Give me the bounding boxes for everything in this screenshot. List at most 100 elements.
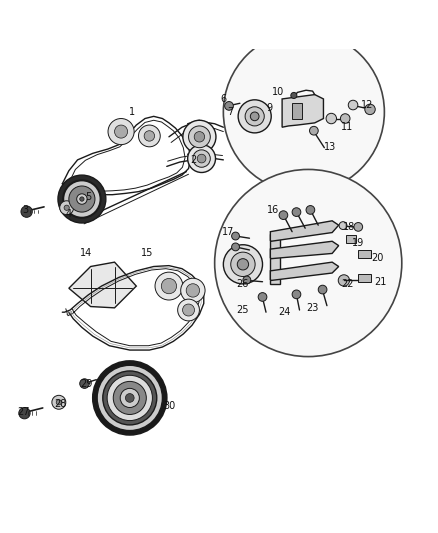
Circle shape <box>183 120 216 154</box>
Circle shape <box>144 131 155 141</box>
Circle shape <box>279 211 288 220</box>
Circle shape <box>318 285 327 294</box>
Text: 28: 28 <box>54 399 66 409</box>
Text: 13: 13 <box>324 142 336 152</box>
Polygon shape <box>270 221 339 241</box>
Circle shape <box>338 275 350 286</box>
Circle shape <box>103 371 157 425</box>
Circle shape <box>215 169 402 357</box>
Text: 1: 1 <box>129 107 135 117</box>
Circle shape <box>181 278 205 303</box>
Text: 27: 27 <box>17 407 29 417</box>
Circle shape <box>107 375 152 421</box>
Circle shape <box>306 206 315 214</box>
Circle shape <box>178 299 199 321</box>
Text: 22: 22 <box>341 279 353 289</box>
Circle shape <box>125 393 134 402</box>
Text: 14: 14 <box>80 248 92 259</box>
Circle shape <box>64 205 69 211</box>
Text: 9: 9 <box>266 103 272 112</box>
Circle shape <box>231 252 255 277</box>
Circle shape <box>354 223 363 231</box>
Circle shape <box>155 272 183 300</box>
Text: 24: 24 <box>278 307 290 317</box>
Circle shape <box>365 104 375 115</box>
Text: 7: 7 <box>227 107 233 117</box>
Text: 11: 11 <box>341 122 353 132</box>
Circle shape <box>187 144 215 173</box>
Text: 19: 19 <box>352 238 364 247</box>
Circle shape <box>238 100 271 133</box>
Circle shape <box>225 102 233 110</box>
Circle shape <box>21 206 32 217</box>
Polygon shape <box>270 262 339 280</box>
Text: 23: 23 <box>307 303 319 313</box>
Circle shape <box>292 208 301 216</box>
Circle shape <box>348 100 358 110</box>
Circle shape <box>56 400 61 405</box>
Circle shape <box>197 154 206 163</box>
Circle shape <box>310 126 318 135</box>
Circle shape <box>161 278 177 294</box>
Text: 21: 21 <box>374 277 386 287</box>
Polygon shape <box>270 234 280 284</box>
Text: 6: 6 <box>220 94 226 104</box>
Circle shape <box>115 125 127 138</box>
Circle shape <box>251 112 259 120</box>
Circle shape <box>223 31 385 192</box>
Circle shape <box>339 222 347 230</box>
Circle shape <box>80 379 89 389</box>
Circle shape <box>120 389 139 408</box>
Circle shape <box>193 150 210 167</box>
Circle shape <box>97 365 162 431</box>
Circle shape <box>186 284 200 297</box>
Text: 29: 29 <box>80 379 92 389</box>
Polygon shape <box>358 250 371 258</box>
Circle shape <box>19 408 30 419</box>
Circle shape <box>258 293 267 301</box>
Text: 18: 18 <box>343 222 356 232</box>
Text: 26: 26 <box>237 279 249 289</box>
Circle shape <box>194 132 205 142</box>
Circle shape <box>80 197 84 201</box>
Circle shape <box>291 92 297 99</box>
Text: 10: 10 <box>272 87 284 98</box>
Circle shape <box>245 107 264 126</box>
Circle shape <box>60 201 74 215</box>
Circle shape <box>292 290 301 298</box>
Polygon shape <box>346 235 356 243</box>
Circle shape <box>113 382 146 415</box>
Polygon shape <box>358 274 371 282</box>
Polygon shape <box>69 262 136 308</box>
Text: 16: 16 <box>267 205 279 215</box>
Circle shape <box>232 243 240 251</box>
Text: 20: 20 <box>372 253 384 263</box>
Circle shape <box>58 175 106 223</box>
Text: 25: 25 <box>237 305 249 315</box>
Polygon shape <box>282 94 323 127</box>
Text: 12: 12 <box>361 100 373 110</box>
Circle shape <box>326 114 336 124</box>
Polygon shape <box>270 241 339 259</box>
Circle shape <box>340 114 350 123</box>
Text: 30: 30 <box>163 401 175 411</box>
Text: 17: 17 <box>222 227 234 237</box>
Polygon shape <box>292 103 302 119</box>
Text: 3: 3 <box>22 205 28 215</box>
Circle shape <box>237 259 249 270</box>
Circle shape <box>223 245 262 284</box>
Circle shape <box>63 180 101 218</box>
Text: 15: 15 <box>141 248 153 259</box>
Text: 2: 2 <box>190 155 196 165</box>
Circle shape <box>138 125 160 147</box>
Circle shape <box>52 395 66 409</box>
Circle shape <box>243 276 251 284</box>
Circle shape <box>188 126 210 148</box>
Text: 5: 5 <box>85 192 92 202</box>
Circle shape <box>93 361 167 435</box>
Circle shape <box>69 186 95 212</box>
Circle shape <box>77 194 87 204</box>
Circle shape <box>108 118 134 144</box>
Circle shape <box>183 304 194 316</box>
Circle shape <box>232 232 240 240</box>
